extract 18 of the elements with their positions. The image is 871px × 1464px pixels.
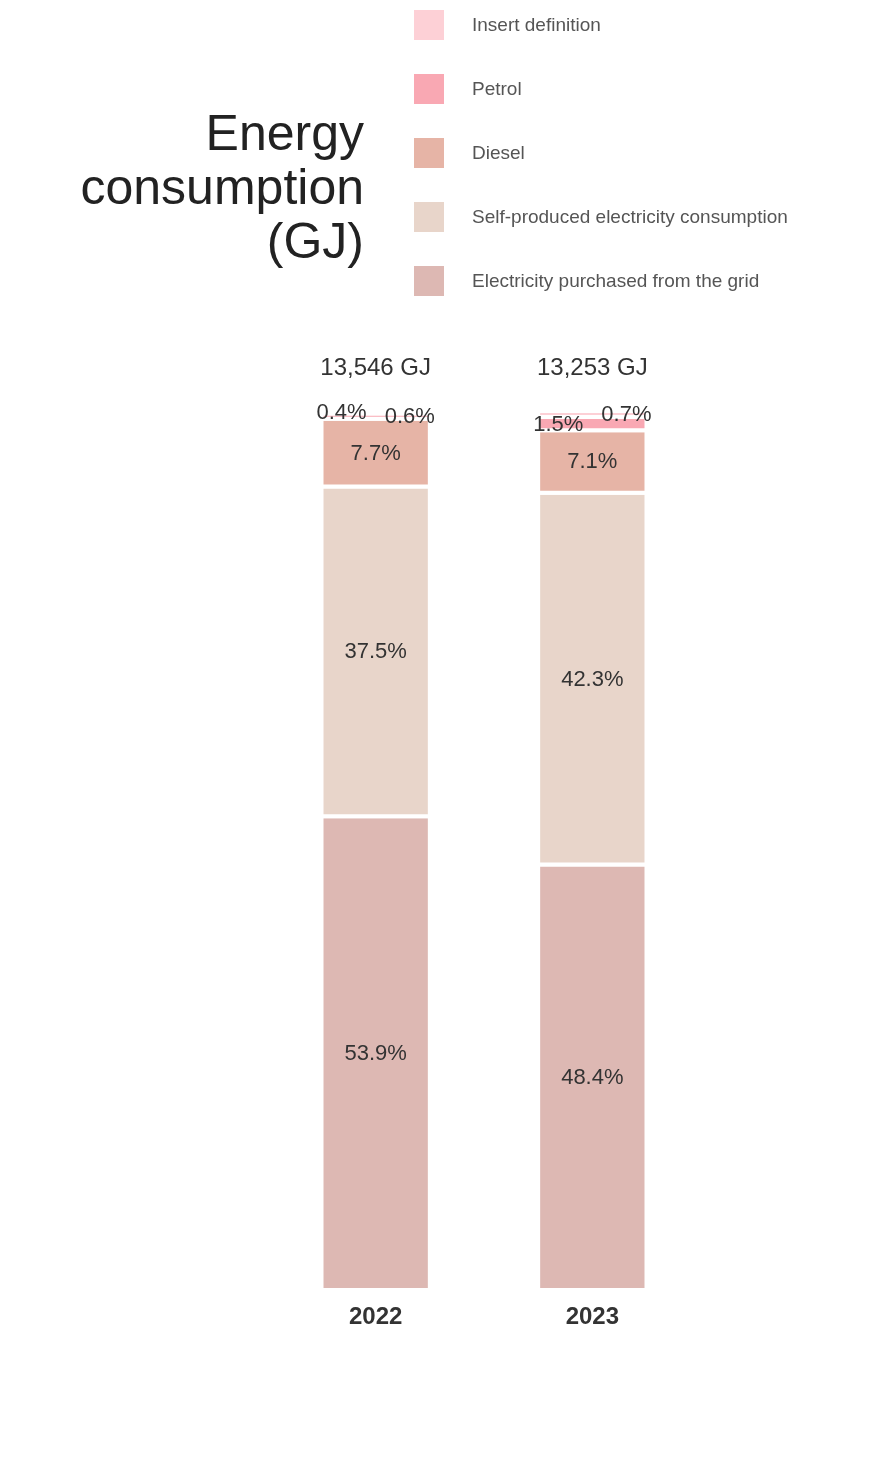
data-label: 42.3% <box>561 665 624 691</box>
data-label: 1.5% <box>533 410 584 436</box>
data-label: 0.7% <box>601 400 652 426</box>
legend-label: Petrol <box>472 78 522 99</box>
data-label: 53.9% <box>344 1040 407 1066</box>
legend-label: Electricity purchased from the grid <box>472 270 760 291</box>
chart-title: Energy consumption (GJ) <box>80 105 364 269</box>
legend-label: Diesel <box>472 142 525 163</box>
data-label: 48.4% <box>561 1064 624 1090</box>
legend-label: Self-produced electricity consumption <box>472 206 788 227</box>
data-label: 7.7% <box>350 439 401 465</box>
text: 13,546 GJ <box>320 353 432 380</box>
data-label: 7.1% <box>567 448 618 474</box>
data-label: 37.5% <box>344 638 407 664</box>
text: 13,253 GJ <box>536 353 648 380</box>
x-tick-label: 2023 <box>565 1301 620 1329</box>
legend-label: Insert definition <box>472 14 601 35</box>
x-tick-label: 2022 <box>348 1301 403 1329</box>
